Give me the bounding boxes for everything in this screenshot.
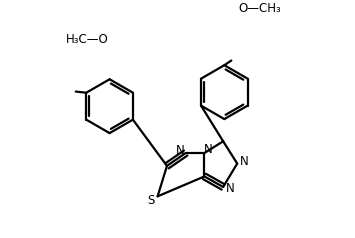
Text: N: N: [226, 182, 235, 195]
Text: N: N: [204, 143, 213, 156]
Text: N: N: [240, 155, 248, 168]
Text: O—CH₃: O—CH₃: [238, 2, 281, 15]
Text: S: S: [147, 194, 154, 207]
Text: H₃C—O: H₃C—O: [66, 33, 108, 46]
Text: N: N: [175, 144, 184, 157]
